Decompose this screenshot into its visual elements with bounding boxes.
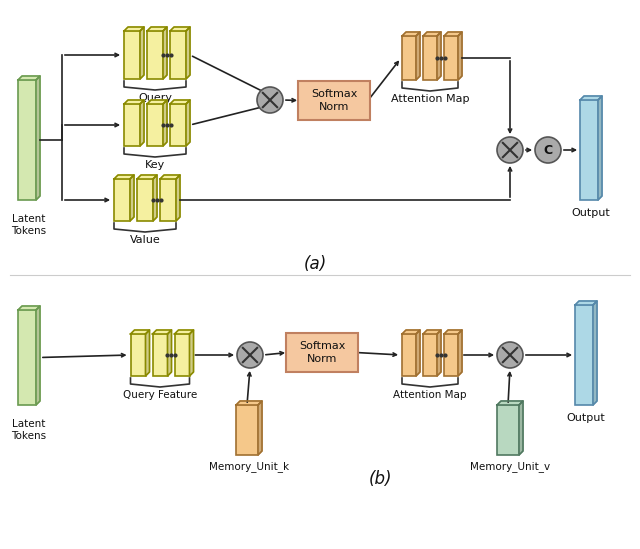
Polygon shape bbox=[163, 100, 167, 146]
FancyBboxPatch shape bbox=[160, 179, 176, 221]
FancyBboxPatch shape bbox=[575, 305, 593, 405]
Text: Output: Output bbox=[566, 413, 605, 423]
Polygon shape bbox=[176, 175, 180, 221]
Text: Output: Output bbox=[572, 208, 611, 218]
FancyBboxPatch shape bbox=[152, 334, 168, 376]
Polygon shape bbox=[18, 306, 40, 310]
Text: Latent
Tokens: Latent Tokens bbox=[12, 214, 47, 236]
FancyBboxPatch shape bbox=[147, 31, 163, 79]
Polygon shape bbox=[580, 96, 602, 100]
Polygon shape bbox=[598, 96, 602, 200]
Text: Softmax
Norm: Softmax Norm bbox=[299, 341, 345, 363]
FancyBboxPatch shape bbox=[402, 36, 416, 80]
FancyBboxPatch shape bbox=[236, 405, 258, 455]
Polygon shape bbox=[444, 330, 462, 334]
Polygon shape bbox=[519, 401, 523, 455]
Circle shape bbox=[237, 342, 263, 368]
Polygon shape bbox=[168, 330, 172, 376]
Circle shape bbox=[497, 342, 523, 368]
FancyBboxPatch shape bbox=[170, 104, 186, 146]
Polygon shape bbox=[416, 32, 420, 80]
Polygon shape bbox=[437, 32, 441, 80]
Polygon shape bbox=[130, 175, 134, 221]
FancyBboxPatch shape bbox=[137, 179, 153, 221]
Polygon shape bbox=[114, 175, 134, 179]
Text: (b): (b) bbox=[368, 470, 392, 488]
Polygon shape bbox=[593, 301, 597, 405]
FancyBboxPatch shape bbox=[147, 104, 163, 146]
Text: Query: Query bbox=[138, 93, 172, 103]
Polygon shape bbox=[160, 175, 180, 179]
Polygon shape bbox=[140, 100, 144, 146]
Text: Memory_Unit_k: Memory_Unit_k bbox=[209, 461, 289, 472]
Text: Latent
Tokens: Latent Tokens bbox=[12, 419, 47, 441]
Polygon shape bbox=[186, 100, 190, 146]
FancyBboxPatch shape bbox=[423, 36, 437, 80]
Text: Attention Map: Attention Map bbox=[393, 390, 467, 400]
Polygon shape bbox=[131, 330, 150, 334]
Text: (a): (a) bbox=[303, 255, 326, 273]
FancyBboxPatch shape bbox=[131, 334, 145, 376]
Text: Key: Key bbox=[145, 160, 165, 170]
FancyBboxPatch shape bbox=[286, 333, 358, 372]
Polygon shape bbox=[170, 100, 190, 104]
Polygon shape bbox=[36, 76, 40, 200]
FancyBboxPatch shape bbox=[175, 334, 189, 376]
FancyBboxPatch shape bbox=[124, 31, 140, 79]
Polygon shape bbox=[458, 32, 462, 80]
Polygon shape bbox=[402, 32, 420, 36]
Polygon shape bbox=[124, 100, 144, 104]
FancyBboxPatch shape bbox=[423, 334, 437, 376]
Text: C: C bbox=[543, 143, 552, 156]
Circle shape bbox=[535, 137, 561, 163]
Polygon shape bbox=[575, 301, 597, 305]
Polygon shape bbox=[444, 32, 462, 36]
FancyBboxPatch shape bbox=[444, 36, 458, 80]
Polygon shape bbox=[140, 27, 144, 79]
Polygon shape bbox=[153, 175, 157, 221]
Polygon shape bbox=[258, 401, 262, 455]
FancyBboxPatch shape bbox=[18, 310, 36, 405]
Text: Attention Map: Attention Map bbox=[391, 94, 469, 104]
Polygon shape bbox=[147, 100, 167, 104]
FancyBboxPatch shape bbox=[402, 334, 416, 376]
FancyBboxPatch shape bbox=[444, 334, 458, 376]
Polygon shape bbox=[236, 401, 262, 405]
Polygon shape bbox=[416, 330, 420, 376]
FancyBboxPatch shape bbox=[580, 100, 598, 200]
FancyBboxPatch shape bbox=[298, 81, 370, 120]
Polygon shape bbox=[437, 330, 441, 376]
Polygon shape bbox=[423, 330, 441, 334]
Polygon shape bbox=[170, 27, 190, 31]
Text: Memory_Unit_v: Memory_Unit_v bbox=[470, 461, 550, 472]
Polygon shape bbox=[497, 401, 523, 405]
FancyBboxPatch shape bbox=[124, 104, 140, 146]
FancyBboxPatch shape bbox=[18, 80, 36, 200]
Polygon shape bbox=[189, 330, 193, 376]
FancyBboxPatch shape bbox=[497, 405, 519, 455]
Polygon shape bbox=[163, 27, 167, 79]
Polygon shape bbox=[186, 27, 190, 79]
Polygon shape bbox=[36, 306, 40, 405]
FancyBboxPatch shape bbox=[114, 179, 130, 221]
Text: Query Feature: Query Feature bbox=[123, 390, 197, 400]
Polygon shape bbox=[152, 330, 172, 334]
Polygon shape bbox=[175, 330, 193, 334]
Text: Softmax
Norm: Softmax Norm bbox=[311, 89, 357, 111]
Polygon shape bbox=[402, 330, 420, 334]
Circle shape bbox=[257, 87, 283, 113]
Polygon shape bbox=[124, 27, 144, 31]
FancyBboxPatch shape bbox=[170, 31, 186, 79]
Text: Value: Value bbox=[130, 235, 161, 245]
Polygon shape bbox=[423, 32, 441, 36]
Polygon shape bbox=[137, 175, 157, 179]
Polygon shape bbox=[458, 330, 462, 376]
Circle shape bbox=[497, 137, 523, 163]
Polygon shape bbox=[145, 330, 150, 376]
Polygon shape bbox=[147, 27, 167, 31]
Polygon shape bbox=[18, 76, 40, 80]
